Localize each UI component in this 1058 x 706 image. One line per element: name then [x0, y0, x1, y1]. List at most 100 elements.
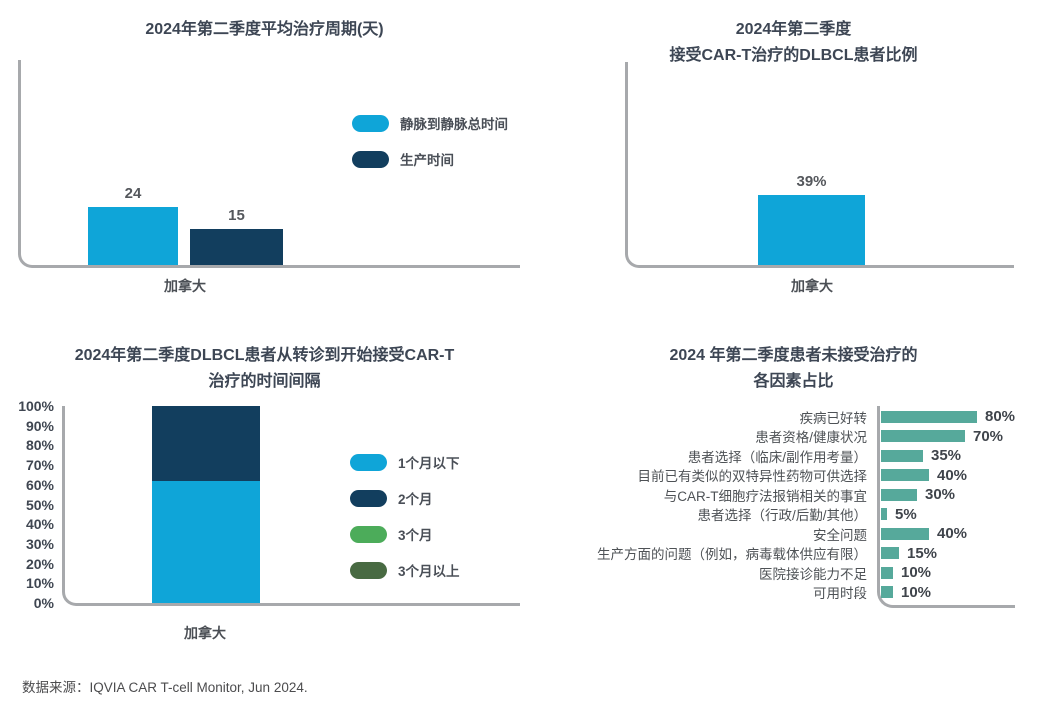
legend-item-label: 1个月以下	[398, 456, 460, 471]
reason-row: 医院接诊能力不足 10%	[529, 563, 1058, 583]
reason-value-label: 10%	[901, 564, 932, 582]
bar-value-label: 24	[124, 185, 142, 202]
reason-value-label: 40%	[937, 525, 968, 543]
chart-title-line-1: 2024年第二季度DLBCL患者从转诊到开始接受CAR-T	[74, 347, 455, 365]
y-tick-label: 70%	[25, 457, 54, 474]
reason-bar	[881, 508, 887, 521]
reason-value-label: 80%	[985, 408, 1016, 426]
reason-row: 安全问题 40%	[529, 524, 1058, 544]
reason-bar	[881, 469, 929, 482]
y-tick-label: 20%	[25, 555, 54, 572]
legend-swatch-pill	[352, 150, 389, 168]
x-axis-label: 加拿大	[164, 278, 206, 294]
avg-cycle-plot-area: 24 15	[18, 60, 520, 268]
panel-reasons-not-treated: 2024 年第二季度患者未接受治疗的 各因素占比 疾病已好转 80% 患者资格/健康…	[529, 320, 1058, 655]
legend-swatch-pill	[350, 489, 387, 507]
chart-title: 2024年第二季度DLBCL患者从转诊到开始接受CAR-T 治疗的时间间隔	[0, 343, 529, 395]
y-tick-label: 60%	[25, 476, 54, 493]
bar-value-label: 15	[228, 207, 245, 224]
stacked-bar	[152, 406, 260, 603]
x-axis-label: 加拿大	[791, 278, 833, 294]
chart-title-line-2: 各因素占比	[753, 373, 834, 391]
chart-title-line-2: 治疗的时间间隔	[208, 373, 321, 391]
reason-label: 患者选择（临床/副作用考量）	[687, 449, 867, 465]
y-tick-label: 30%	[25, 535, 54, 552]
legend-item-label: 3个月	[398, 528, 433, 543]
stack-segment-2	[152, 406, 260, 481]
reasons-rows: 疾病已好转 80% 患者资格/健康状况 70% 患者选择（临床/副作用考量） 35% 目前已…	[529, 320, 1058, 655]
reason-label: 与CAR-T细胞疗法报销相关的事宜	[663, 488, 867, 504]
reason-bar	[881, 586, 893, 599]
legend-item: 静脉到静脉总时间	[352, 113, 508, 133]
reason-row: 疾病已好转 80%	[529, 407, 1058, 427]
reason-label: 生产方面的问题（例如，病毒载体供应有限）	[597, 547, 867, 563]
legend-item: 3个月以上	[350, 560, 460, 580]
y-tick-label: 10%	[25, 575, 54, 592]
legend-item-label: 静脉到静脉总时间	[400, 117, 508, 132]
panel-avg-treatment-cycle: 2024年第二季度平均治疗周期(天) 24 15 静脉到静脉总时间 生产时间 加拿大	[0, 0, 529, 300]
y-tick-label: 50%	[25, 496, 54, 513]
x-axis-label: 加拿大	[184, 625, 226, 641]
reason-row: 可用时段 10%	[529, 583, 1058, 603]
reason-bar	[881, 410, 977, 423]
chart-title: 2024年第二季度 接受CAR-T治疗的DLBCL患者比例	[529, 17, 1058, 69]
bar-vein-to-vein: 24	[88, 185, 178, 265]
interval-plot-area	[62, 406, 520, 606]
interval-y-axis-ticks: 100% 90% 80% 70% 60% 50% 40% 30% 20% 10% 0%	[0, 320, 54, 655]
legend-swatch-pill	[350, 525, 387, 543]
bar-cart-treated-share: 39%	[758, 173, 865, 265]
chart-title-line-2: 接受CAR-T治疗的DLBCL患者比例	[669, 47, 918, 65]
stack-segment-1	[152, 480, 260, 603]
reason-label: 可用时段	[813, 586, 867, 602]
reason-bar	[881, 566, 893, 579]
y-tick-label: 0%	[33, 595, 54, 611]
reason-value-label: 5%	[895, 505, 917, 523]
legend-swatch-pill	[350, 453, 387, 471]
y-tick-label: 40%	[25, 516, 54, 533]
legend-swatch-pill	[350, 561, 387, 579]
reason-label: 疾病已好转	[799, 410, 868, 426]
legend-item-label: 3个月以上	[398, 564, 460, 579]
legend-item: 生产时间	[352, 149, 508, 169]
legend-item: 3个月	[350, 524, 460, 544]
chart-title-line-1: 2024年第二季度	[735, 21, 852, 39]
reason-label: 医院接诊能力不足	[759, 566, 867, 582]
reason-value-label: 30%	[925, 486, 956, 504]
reason-bar	[881, 547, 899, 560]
y-tick-label: 80%	[25, 437, 54, 454]
cart-share-plot-area: 39%	[625, 62, 1014, 268]
bar-value-label: 39%	[796, 173, 827, 190]
reason-label: 患者资格/健康状况	[755, 430, 867, 446]
reasons-axis	[877, 406, 1015, 608]
legend-item: 1个月以下	[350, 452, 460, 472]
panel-referral-interval: 2024年第二季度DLBCL患者从转诊到开始接受CAR-T 治疗的时间间隔 10…	[0, 320, 529, 655]
reason-row: 目前已有类似的双特异性药物可供选择 40%	[529, 466, 1058, 486]
reason-value-label: 10%	[901, 583, 932, 601]
y-tick-label: 90%	[25, 417, 54, 434]
reason-value-label: 35%	[931, 447, 962, 465]
reason-row: 患者资格/健康状况 70%	[529, 427, 1058, 447]
legend-swatch-pill	[352, 114, 389, 132]
reason-row: 患者选择（临床/副作用考量） 35%	[529, 446, 1058, 466]
legend-item: 2个月	[350, 488, 460, 508]
reason-bar	[881, 430, 965, 443]
avg-cycle-legend: 静脉到静脉总时间 生产时间	[352, 113, 508, 185]
legend-item-label: 2个月	[398, 492, 433, 507]
reason-row: 与CAR-T细胞疗法报销相关的事宜 30%	[529, 485, 1058, 505]
reason-value-label: 70%	[973, 427, 1004, 445]
reason-bar	[881, 449, 923, 462]
y-tick-label: 100%	[18, 398, 54, 414]
reason-row: 生产方面的问题（例如，病毒载体供应有限） 15%	[529, 544, 1058, 564]
interval-legend: 1个月以下 2个月 3个月 3个月以上	[350, 452, 460, 596]
reason-bar	[881, 527, 929, 540]
chart-title: 2024年第二季度平均治疗周期(天)	[145, 21, 384, 39]
reason-label: 目前已有类似的双特异性药物可供选择	[637, 469, 868, 485]
legend-item-label: 生产时间	[400, 153, 454, 168]
reason-bar	[881, 488, 917, 501]
reason-label: 患者选择（行政/后勤/其他）	[697, 508, 867, 524]
reason-value-label: 15%	[907, 544, 938, 562]
reason-label: 安全问题	[813, 527, 867, 543]
source-note: 数据来源：IQVIA CAR T-cell Monitor, Jun 2024.	[22, 680, 308, 695]
chart-title-line-1: 2024 年第二季度患者未接受治疗的	[669, 347, 918, 365]
